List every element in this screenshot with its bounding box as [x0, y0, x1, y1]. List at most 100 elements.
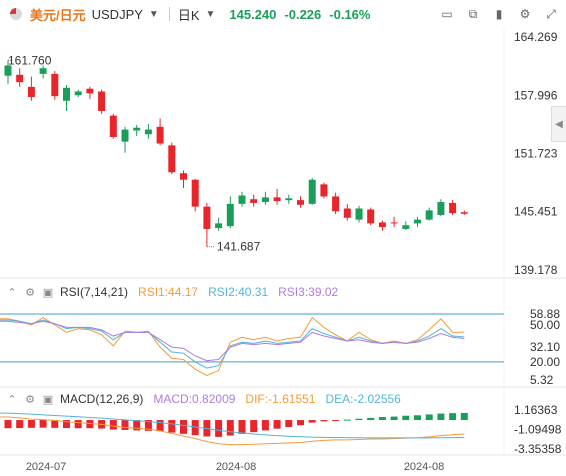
draw-icon[interactable]: ⧉	[468, 6, 478, 21]
rsi-tick: 50.00	[530, 318, 560, 332]
macd-bar	[121, 420, 129, 430]
candle-body	[402, 225, 410, 229]
macd-bar	[250, 420, 258, 433]
macd-bar	[273, 420, 281, 429]
macd-bar	[390, 416, 398, 421]
candle-body	[437, 202, 445, 216]
candle-body	[355, 208, 363, 220]
candle-body	[215, 223, 223, 229]
candle-body	[250, 199, 258, 203]
candle-body	[16, 74, 24, 83]
macd-bar	[425, 414, 433, 421]
macd-tick: -3.35358	[514, 442, 562, 456]
fullscreen-icon[interactable]: ⤢	[546, 6, 556, 21]
candle-body	[203, 206, 211, 229]
top-bar: 美元/日元 USDJPY ▼ 日K ▼ 145.240 -0.226 -0.16…	[0, 0, 566, 28]
period-chevron-icon[interactable]: ▼	[205, 8, 216, 20]
macd-bar	[343, 419, 351, 421]
macd-bar	[144, 420, 152, 431]
collapse-icon[interactable]: ⌃	[7, 286, 17, 299]
x-tick: 2024-08	[404, 461, 444, 473]
chevron-down-icon[interactable]: ▼	[148, 8, 159, 20]
macd-bar	[16, 420, 24, 429]
rsi-label: RSI(7,14,21)	[60, 285, 129, 299]
rsi-tick: 32.10	[530, 340, 560, 354]
candle-body	[226, 203, 234, 227]
indicator-box-icon[interactable]: ▣	[42, 286, 54, 299]
candle-body	[156, 126, 164, 144]
macd-bar	[51, 420, 59, 428]
candle-body	[191, 179, 199, 207]
macd-bar	[4, 420, 12, 429]
indicator-box-icon[interactable]: ▣	[42, 393, 54, 406]
candle-body	[367, 209, 375, 224]
price-change-pct: -0.16%	[329, 6, 371, 22]
macd-bar	[261, 420, 269, 431]
candle-body	[109, 115, 117, 138]
rsi-legend: ⌃ ⚙ ▣ RSI(7,14,21) RSI1:44.17 RSI2:40.31…	[0, 284, 338, 300]
axis-labels: 164.269 157.996 151.723 145.451 139.178 161.7…	[8, 30, 562, 473]
macd-bar	[285, 420, 293, 427]
macd-bar	[297, 420, 304, 426]
x-tick: 2024-07	[26, 461, 66, 473]
candle-body	[460, 212, 468, 214]
rsi2-value: RSI2:40.31	[208, 285, 269, 299]
macd-bar	[168, 420, 176, 433]
candle-body	[261, 197, 269, 203]
collapse-icon[interactable]: ⌃	[7, 393, 17, 406]
price-tick: 151.723	[514, 147, 558, 161]
symbol[interactable]: USDJPY	[91, 6, 143, 22]
candle-body	[74, 91, 82, 96]
macd-bar	[109, 420, 117, 430]
symbol-cn[interactable]: 美元/日元	[30, 7, 86, 23]
candle-body	[63, 87, 70, 101]
candle-body	[51, 73, 59, 97]
price-tick: 157.996	[514, 88, 558, 102]
dea-value: DEA:-2.02556	[325, 392, 401, 406]
candle-body	[168, 145, 176, 173]
macd-bar	[449, 413, 457, 421]
rsi-tick: 5.32	[530, 373, 554, 387]
indicator-icon[interactable]: ▭	[441, 7, 453, 21]
dif-line	[0, 416, 465, 446]
candle-body	[86, 88, 94, 94]
macd-bar	[308, 420, 316, 423]
rsi3-value: RSI3:39.02	[278, 285, 339, 299]
candle-body	[98, 91, 106, 112]
macd-bar	[74, 420, 82, 429]
candle-body	[133, 127, 141, 131]
candles	[4, 60, 468, 247]
period-select[interactable]: 日K	[177, 7, 200, 23]
collapse-arrow-icon[interactable]: ◀	[551, 106, 566, 142]
candle-type-icon[interactable]: ▮	[495, 7, 503, 21]
rsi1-value: RSI1:44.17	[138, 285, 199, 299]
macd-bar	[215, 420, 223, 437]
macd-bar	[402, 415, 410, 421]
macd-bar	[27, 420, 35, 428]
rsi-tick: 58.88	[530, 307, 560, 321]
macd-bar	[180, 420, 187, 434]
macd-bar	[156, 420, 164, 432]
macd-legend: ⌃ ⚙ ▣ MACD(12,26,9) MACD:0.82009 DIF:-1.…	[0, 391, 401, 407]
macd-bar	[355, 418, 363, 421]
settings-icon[interactable]: ⚙	[519, 7, 531, 21]
macd-bar	[39, 420, 47, 428]
candle-body	[414, 219, 421, 224]
us-flag-icon	[10, 8, 22, 20]
macd-bar	[320, 420, 328, 422]
settings-icon[interactable]: ⚙	[25, 286, 35, 299]
candle-body	[285, 198, 293, 201]
candle-body	[273, 197, 281, 202]
macd-tick: -1.09498	[514, 423, 562, 437]
macd-bar	[191, 420, 199, 436]
candle-body	[378, 222, 386, 228]
macd-bar	[63, 420, 70, 428]
x-tick: 2024-08	[216, 461, 256, 473]
macd-label: MACD(12,26,9)	[60, 392, 144, 406]
macd-bar	[238, 420, 246, 434]
settings-icon[interactable]: ⚙	[25, 393, 35, 406]
price-tick: 139.178	[514, 263, 558, 277]
divider	[168, 7, 170, 21]
price-tick: 164.269	[514, 30, 558, 44]
